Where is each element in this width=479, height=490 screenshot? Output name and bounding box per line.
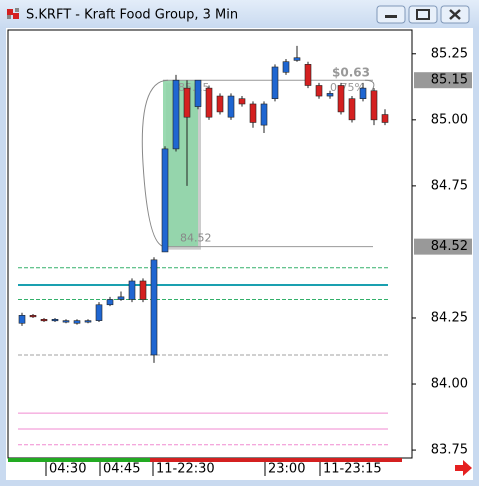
y-tick-label: 84.00 (431, 377, 468, 392)
candle-body (106, 299, 114, 306)
candle-body (128, 280, 136, 300)
y-tick-label: 84.75 (431, 178, 468, 193)
measure-change: $0.63 (332, 66, 370, 80)
x-tick-label: 11-22:30 (156, 462, 215, 477)
x-tick-label: 11-23:15 (323, 462, 382, 477)
price-marker-label: 84.52 (431, 239, 468, 254)
candle-body (348, 98, 356, 121)
candle-body (95, 304, 103, 321)
candle-body (150, 259, 158, 356)
measure-bracket (364, 79, 375, 91)
app-icon (7, 8, 19, 19)
candle-body (73, 320, 81, 324)
candle-body (161, 148, 169, 253)
candle-body (271, 66, 279, 99)
candle-body (227, 95, 235, 118)
candle-body (293, 57, 301, 61)
candle-body (260, 103, 268, 126)
candle-body (337, 85, 345, 113)
candle-body (315, 85, 323, 97)
candle-body (139, 280, 147, 300)
candle-body (216, 95, 224, 113)
candle-body (51, 318, 59, 322)
measure-high-label: 85.15 (178, 81, 210, 94)
candle-body (40, 318, 48, 322)
price-marker (414, 238, 472, 255)
scroll-arrow[interactable] (455, 460, 472, 476)
y-tick-label: 85.25 (431, 46, 468, 61)
candle-body (18, 315, 26, 324)
session-bar (150, 458, 402, 462)
measure-low-label: 84.52 (180, 232, 212, 245)
candle-body (117, 296, 125, 300)
candle-body (282, 61, 290, 73)
x-tick-label: 04:45 (103, 462, 140, 477)
candle-body (359, 87, 367, 99)
candle-body (84, 320, 92, 323)
candle-body (183, 87, 191, 118)
price-marker (414, 72, 472, 89)
measure-bracket (141, 79, 169, 248)
candle-body (194, 79, 202, 107)
x-tick-label: 23:00 (268, 462, 305, 477)
session-bar (8, 458, 150, 462)
candle-body (249, 103, 257, 123)
minimize-button[interactable] (376, 5, 406, 24)
maximize-button[interactable] (408, 5, 438, 24)
candle-body (326, 93, 334, 97)
x-tick-label: 04:30 (49, 462, 86, 477)
y-tick-label: 83.75 (431, 443, 468, 458)
y-tick-label: 85.00 (431, 112, 468, 127)
close-button[interactable] (440, 5, 470, 24)
candle-body (381, 114, 389, 123)
candle-body (172, 79, 180, 150)
candle-body (370, 90, 378, 121)
candle-body (238, 98, 246, 105)
candle-body (62, 320, 70, 323)
measure-box (163, 80, 198, 247)
y-tick-label: 84.25 (431, 310, 468, 325)
candle-body (205, 87, 213, 118)
price-marker-label: 85.15 (431, 73, 468, 88)
window-title: S.KRFT - Kraft Food Group, 3 Min (26, 8, 238, 23)
candle-body (304, 64, 312, 86)
candle-body (29, 315, 37, 318)
